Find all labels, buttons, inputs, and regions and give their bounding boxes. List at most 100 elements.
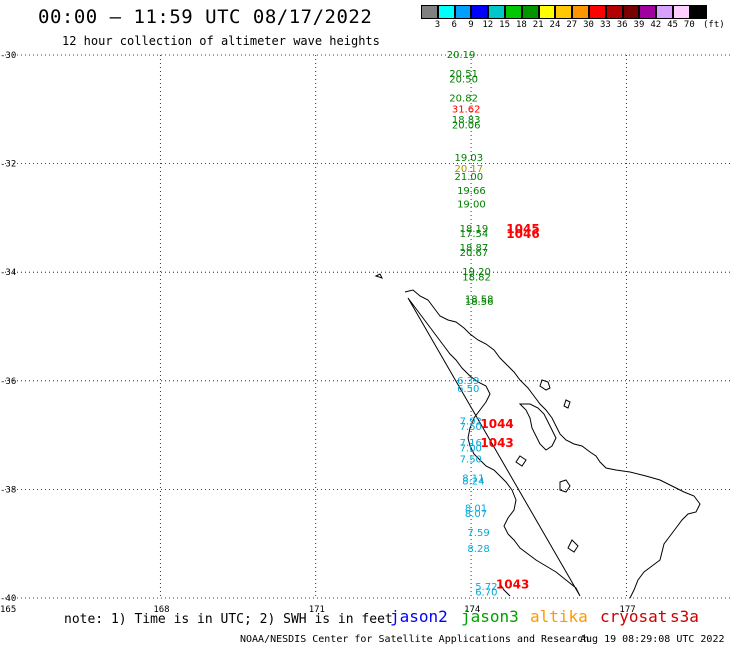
legend-label: 6 <box>451 20 457 30</box>
legend-swatch <box>555 5 573 19</box>
swh-value: 19.00 <box>457 199 486 210</box>
lat-label: -34 <box>0 268 16 278</box>
mission-s3a: s3a <box>670 607 699 626</box>
page-title: 00:00 – 11:59 UTC 08/17/2022 <box>38 6 373 28</box>
legend-label: 12 <box>482 20 494 30</box>
island-great-barrier <box>539 379 551 391</box>
north-island-coastline <box>404 289 701 599</box>
swh-value: 19.66 <box>457 186 486 197</box>
latitude-labels: -30 -32 -34 -36 -38 -40 <box>0 51 16 604</box>
legend-swatch <box>572 5 589 19</box>
legend-label: 27 <box>566 20 578 30</box>
mission-jason3: jason3 <box>461 607 519 626</box>
legend-swatch <box>656 5 673 19</box>
south-coast-fragment <box>499 583 511 597</box>
legend-swatch <box>437 5 455 19</box>
legend-label: 33 <box>599 20 611 30</box>
legend-labels: 3 6 9 12 15 18 21 24 27 30 33 36 39 42 45 70 <box>421 20 707 30</box>
lon-label: 165 <box>0 605 16 615</box>
swh-value: 18.87 <box>460 243 489 254</box>
flag-value: 1045 <box>506 222 539 236</box>
lat-label: -32 <box>0 160 16 170</box>
longitude-labels: 165 168 171 174 177 <box>0 605 636 615</box>
swh-value: 18.56 <box>465 297 494 308</box>
legend-label: 30 <box>583 20 594 30</box>
swh-value: 7.50 <box>460 455 482 466</box>
lat-label: -38 <box>0 485 16 495</box>
legend-swatch <box>672 5 690 19</box>
swh-value: 8.24 <box>462 476 484 487</box>
lat-label: -40 <box>0 594 16 604</box>
new-zealand-coastline <box>374 273 701 599</box>
swh-value: 20.51 <box>449 69 478 80</box>
legend-swatch <box>689 5 707 19</box>
legend-label: 36 <box>616 20 628 30</box>
swh-value: 7.16 <box>460 438 482 449</box>
color-legend: 3 6 9 12 15 18 21 24 27 30 33 36 39 42 45 70 (ft) <box>421 5 725 30</box>
swh-value: 20.67 <box>460 248 489 259</box>
legend-label: 24 <box>549 20 561 30</box>
inland-feature <box>515 455 527 467</box>
legend-label: 70 <box>683 20 695 30</box>
legend-unit: (ft) <box>703 20 725 30</box>
legend-swatch <box>538 5 556 19</box>
lon-label: 171 <box>309 605 325 615</box>
swh-value: 7.50 <box>460 422 482 433</box>
legend-swatch <box>454 5 472 19</box>
mission-altika: altika <box>530 607 588 626</box>
lat-label: -36 <box>0 377 16 387</box>
swh-value: 7.00 <box>460 444 482 455</box>
flag-value: 1046 <box>506 227 539 241</box>
swh-value: 6.39 <box>457 376 479 387</box>
mission-cryosat: cryosat <box>600 607 668 626</box>
swh-value: 6.70 <box>475 588 497 599</box>
legend-swatch <box>605 5 623 19</box>
swh-value: 17.54 <box>460 229 489 240</box>
swh-value: 8.11 <box>462 474 484 485</box>
credit-text: NOAA/NESDIS Center for Satellite Applica… <box>240 634 590 645</box>
lon-label: 174 <box>464 605 480 615</box>
generated-timestamp: Aug 19 08:29:08 UTC 2022 <box>580 634 725 645</box>
legend-label: 3 <box>434 20 441 30</box>
island-small-1 <box>563 399 571 409</box>
mission-jason2: jason2 <box>390 607 448 626</box>
swh-value: 20.17 <box>454 164 483 175</box>
swh-value: 18.58 <box>465 294 494 305</box>
flag-value: 1043 <box>480 436 513 450</box>
swh-value: 18.19 <box>460 224 489 235</box>
legend-swatch <box>504 5 522 19</box>
lon-label: 168 <box>153 605 169 615</box>
legend-label: 9 <box>468 20 474 30</box>
swh-value: 18.83 <box>452 115 481 126</box>
legend-label: 39 <box>633 20 645 30</box>
page-subtitle: 12 hour collection of altimeter wave hei… <box>62 34 380 48</box>
swh-value: 7.59 <box>467 528 489 539</box>
swh-value: 31.62 <box>452 104 481 115</box>
flag-value: 1044 <box>480 417 513 431</box>
swh-value: 20.19 <box>447 50 476 61</box>
swh-value: 21.00 <box>454 172 483 183</box>
legend-label: 15 <box>499 20 510 30</box>
lat-label: -30 <box>0 51 16 61</box>
legend-swatch <box>622 5 640 19</box>
swh-value: 6.50 <box>457 384 479 395</box>
note-text: note: 1) Time is in UTC; 2) SWH is in fe… <box>64 612 393 627</box>
lake-taupo <box>559 479 571 493</box>
legend-label: 21 <box>532 20 544 30</box>
legend-swatch <box>639 5 657 19</box>
swh-value: 20.06 <box>452 121 481 132</box>
swh-value: 8.01 <box>465 503 487 514</box>
swh-value: 8.07 <box>465 509 487 520</box>
coromandel-coastline <box>518 403 557 451</box>
swh-value: 20.82 <box>449 93 478 104</box>
legend-color-scale <box>421 5 707 19</box>
swh-value: 18.82 <box>462 273 491 284</box>
lon-label: 177 <box>619 605 635 615</box>
island-small-2 <box>374 273 383 279</box>
flag-value: 1043 <box>496 577 529 591</box>
legend-label: 18 <box>515 20 527 30</box>
legend-swatch <box>488 5 505 19</box>
